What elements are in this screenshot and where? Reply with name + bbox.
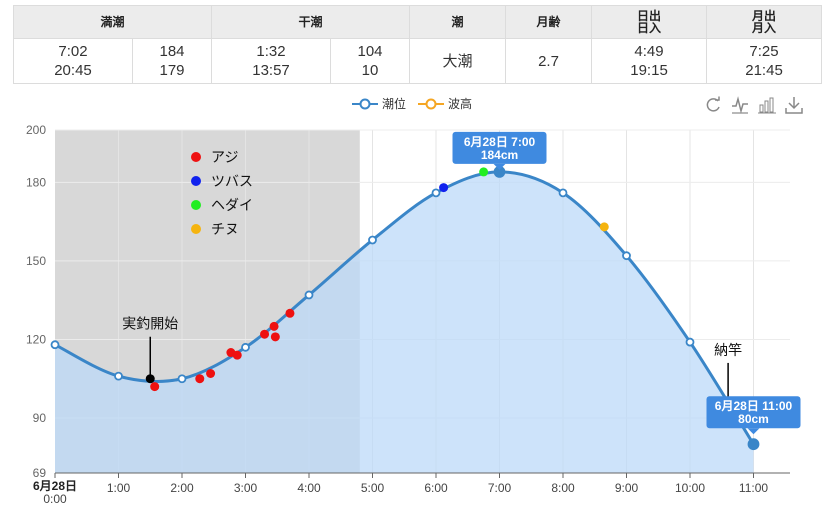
catch-point (150, 382, 160, 392)
tooltip-time: 6月28日 7:00 (464, 135, 536, 149)
catch-point (270, 332, 280, 342)
catch-point (206, 369, 216, 379)
tide-point (304, 290, 314, 300)
x-tick-label: 8:00 (551, 481, 575, 495)
legend-wave-label: 波高 (448, 97, 473, 111)
wave-legend-icon (418, 98, 445, 109)
catch-legend-label: チヌ (211, 221, 239, 237)
annotation-label: 実釣開始 (122, 316, 178, 332)
catch-legend-label: ツバス (211, 173, 253, 189)
catch-legend-marker (191, 224, 201, 234)
annotation-point (145, 374, 155, 384)
refresh-icon[interactable] (704, 96, 722, 114)
high-tide-levels: 184 179 (131, 38, 213, 84)
sunrise-sunset: 4:49 19:15 (591, 38, 708, 84)
catch-legend-marker (191, 176, 201, 186)
tooltip-value: 80cm (738, 412, 769, 426)
x-tick-label: 10:00 (675, 481, 705, 495)
y-tick-label: 150 (26, 254, 46, 268)
x-tick-label: 7:00 (488, 481, 512, 495)
header-low-tide: 干潮 (211, 5, 411, 39)
x-tick-label: 1:00 (107, 481, 131, 495)
catch-point (479, 167, 489, 177)
tide-point (177, 374, 187, 384)
x-tick-label: 3:00 (234, 481, 258, 495)
tide-point (685, 337, 695, 347)
moonrise-moonset: 7:25 21:45 (706, 38, 823, 84)
tide-point (747, 438, 760, 451)
tooltip-pointer (747, 428, 760, 435)
tide-table: 満潮 干潮 潮 月齢 日出 日入 月出 月入 7:02 20:45 184 17… (12, 5, 823, 84)
x-tick-label: 2:00 (170, 481, 194, 495)
y-tick-label: 90 (33, 411, 47, 425)
moon-age: 2.7 (505, 38, 593, 84)
x-tick-label: 6:00 (424, 481, 448, 495)
x-tick-label: 0:00 (43, 492, 67, 506)
x-tick-label: 11:00 (739, 481, 768, 495)
catch-legend-marker (191, 200, 201, 210)
tide-point (431, 188, 441, 198)
tooltip-value: 184cm (481, 148, 518, 162)
tide-legend-icon (352, 98, 378, 109)
catch-point (195, 374, 205, 384)
chart-legend: 潮位 波高 (352, 95, 472, 112)
low-tide-times: 1:32 13:57 (211, 38, 332, 84)
catch-legend-marker (191, 152, 201, 162)
tide-point (558, 188, 568, 198)
catch-point (269, 321, 279, 331)
chart-toolbar (704, 96, 803, 114)
x-tick-label-date: 6月28日 (33, 479, 77, 493)
x-tick-label: 4:00 (297, 481, 321, 495)
tide-point (241, 342, 250, 352)
x-tick-label: 5:00 (361, 481, 385, 495)
header-moon-age: 月齢 (505, 5, 593, 39)
high-tide-times: 7:02 20:45 (13, 38, 133, 84)
y-tick-label: 180 (26, 175, 46, 189)
catch-point (599, 222, 609, 232)
line-chart-icon[interactable] (731, 96, 749, 114)
header-moonrise-moonset: 月出 月入 (706, 5, 823, 39)
tooltip-pointer (493, 163, 506, 170)
catch-point (232, 350, 242, 360)
tide-area (55, 171, 754, 473)
legend-wave-height[interactable]: 波高 (418, 95, 472, 112)
catch-point (260, 329, 270, 339)
tooltip-time: 6月28日 11:00 (715, 399, 793, 413)
bar-chart-icon[interactable] (758, 96, 776, 114)
x-tick-label: 9:00 (615, 481, 639, 495)
tide-point (368, 235, 377, 245)
tooltip-box (452, 131, 547, 164)
y-tick-label: 200 (26, 123, 46, 137)
catch-point (439, 183, 449, 193)
header-sunrise-sunset: 日出 日入 (591, 5, 708, 39)
tide-point (50, 340, 60, 350)
annotation-label: 納竿 (714, 342, 742, 358)
header-high-tide: 満潮 (12, 5, 213, 39)
tide-point (114, 371, 123, 381)
low-tide-levels: 104 10 (330, 38, 411, 84)
y-tick-label: 69 (33, 466, 47, 480)
catch-legend-label: ヘダイ (211, 197, 253, 213)
tooltip-box (706, 396, 801, 429)
catch-legend-label: アジ (211, 149, 238, 165)
download-icon[interactable] (785, 96, 803, 114)
y-tick-label: 120 (26, 332, 46, 346)
legend-tide-label: 潮位 (382, 97, 407, 111)
legend-tide-level[interactable]: 潮位 (352, 95, 406, 112)
header-tide-name: 潮 (409, 5, 507, 39)
tide-point (622, 251, 631, 261)
catch-point (285, 308, 295, 318)
tide-name: 大潮 (409, 38, 507, 84)
